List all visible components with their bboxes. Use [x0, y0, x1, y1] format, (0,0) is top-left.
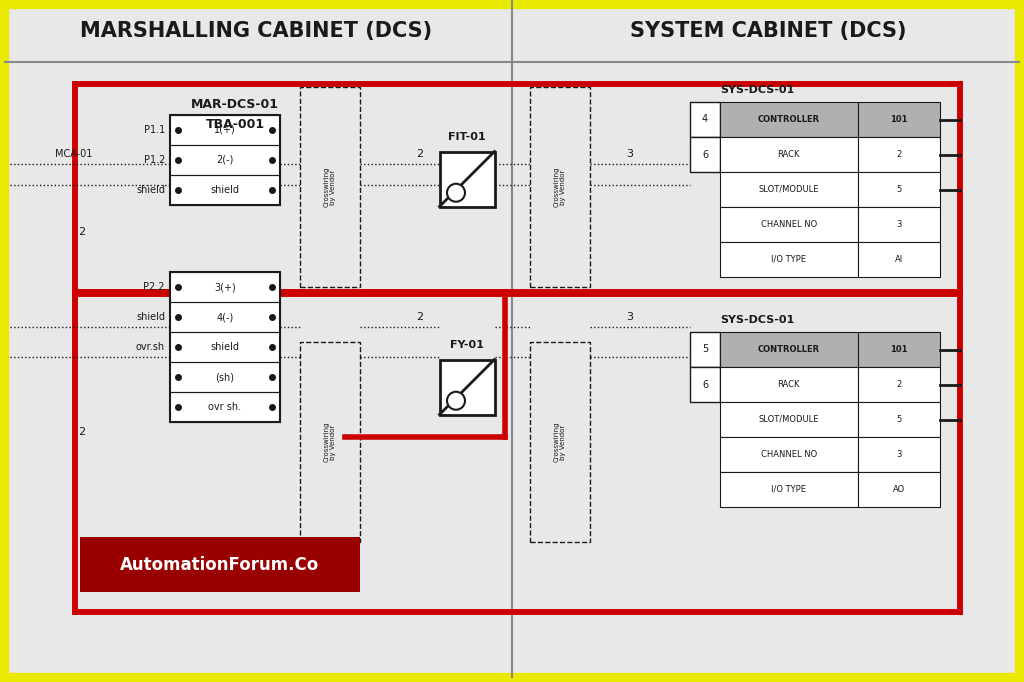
- Bar: [530, 87, 590, 287]
- Text: 2(-): 2(-): [216, 155, 233, 165]
- Text: ovr sh.: ovr sh.: [209, 402, 242, 412]
- Bar: [857, 207, 940, 242]
- Bar: [720, 402, 857, 437]
- Bar: [439, 151, 495, 207]
- Text: 3: 3: [896, 220, 901, 229]
- Text: SYS-DCS-01: SYS-DCS-01: [720, 315, 795, 325]
- Text: MCA-01: MCA-01: [55, 149, 92, 159]
- Text: P1.2: P1.2: [143, 155, 165, 165]
- Bar: [857, 437, 940, 472]
- Bar: [857, 367, 940, 402]
- Text: (sh): (sh): [215, 372, 234, 382]
- Bar: [720, 172, 857, 207]
- Text: FY-01: FY-01: [451, 340, 484, 351]
- Text: MAR-DCS-01: MAR-DCS-01: [191, 98, 279, 111]
- Text: Crosswiring
by Vendor: Crosswiring by Vendor: [554, 167, 566, 207]
- Text: I/O TYPE: I/O TYPE: [771, 485, 806, 494]
- Bar: [530, 342, 590, 542]
- Text: 3: 3: [627, 312, 634, 322]
- Text: CHANNEL NO: CHANNEL NO: [761, 220, 817, 229]
- Text: 6: 6: [701, 149, 708, 160]
- Text: RACK: RACK: [777, 380, 800, 389]
- Text: 2: 2: [417, 312, 424, 322]
- Text: I/O TYPE: I/O TYPE: [771, 255, 806, 264]
- Text: 3(+): 3(+): [214, 282, 236, 292]
- Text: Crosswiring
by Vendor: Crosswiring by Vendor: [554, 421, 566, 462]
- Bar: [300, 342, 360, 542]
- Text: shield: shield: [211, 342, 240, 352]
- Circle shape: [447, 183, 465, 202]
- Text: AutomationForum.Co: AutomationForum.Co: [121, 556, 319, 574]
- Text: 6: 6: [701, 379, 708, 389]
- Bar: [439, 359, 495, 415]
- Text: TBA-001: TBA-001: [206, 117, 264, 130]
- Bar: [720, 472, 857, 507]
- Text: 4(-): 4(-): [216, 312, 233, 322]
- Bar: [170, 272, 280, 422]
- Text: SYSTEM CABINET (DCS): SYSTEM CABINET (DCS): [630, 21, 906, 41]
- Bar: [857, 402, 940, 437]
- Text: shield: shield: [211, 185, 240, 195]
- Text: 3: 3: [896, 450, 901, 459]
- Text: ovr.sh: ovr.sh: [136, 342, 165, 352]
- Text: CONTROLLER: CONTROLLER: [758, 115, 820, 124]
- Text: 2: 2: [79, 227, 86, 237]
- Text: CHANNEL NO: CHANNEL NO: [761, 450, 817, 459]
- Bar: [720, 242, 857, 277]
- Text: 4: 4: [701, 115, 708, 125]
- Bar: [170, 115, 280, 205]
- Bar: [720, 367, 857, 402]
- Bar: [720, 102, 857, 137]
- Text: 2: 2: [79, 427, 86, 437]
- Bar: [857, 137, 940, 172]
- Text: RACK: RACK: [777, 150, 800, 159]
- Bar: [857, 172, 940, 207]
- Text: Crosswiring
by Vendor: Crosswiring by Vendor: [324, 167, 337, 207]
- Text: 2: 2: [417, 149, 424, 159]
- Text: 5: 5: [896, 415, 901, 424]
- Text: AI: AI: [895, 255, 903, 264]
- Bar: [720, 437, 857, 472]
- Bar: [857, 242, 940, 277]
- Text: 3: 3: [627, 149, 634, 159]
- Bar: [857, 472, 940, 507]
- Bar: [300, 87, 360, 287]
- Text: 101: 101: [890, 115, 907, 124]
- Text: MARSHALLING CABINET (DCS): MARSHALLING CABINET (DCS): [80, 21, 432, 41]
- Text: shield: shield: [136, 312, 165, 322]
- Text: 5: 5: [701, 344, 709, 355]
- Text: CONTROLLER: CONTROLLER: [758, 345, 820, 354]
- Text: AO: AO: [893, 485, 905, 494]
- Text: 101: 101: [890, 345, 907, 354]
- Text: 2: 2: [896, 150, 901, 159]
- Text: shield: shield: [136, 185, 165, 195]
- Text: 1(+): 1(+): [214, 125, 236, 135]
- Bar: [720, 207, 857, 242]
- Bar: [857, 332, 940, 367]
- Bar: [690, 137, 720, 172]
- Circle shape: [447, 391, 465, 410]
- Text: Crosswiring
by Vendor: Crosswiring by Vendor: [324, 421, 337, 462]
- Text: 2: 2: [896, 380, 901, 389]
- Text: P1.1: P1.1: [143, 125, 165, 135]
- Text: SYS-DCS-01: SYS-DCS-01: [720, 85, 795, 95]
- Bar: [690, 102, 720, 137]
- Bar: [690, 367, 720, 402]
- Bar: [80, 537, 360, 592]
- Text: SLOT/MODULE: SLOT/MODULE: [759, 185, 819, 194]
- Bar: [720, 332, 857, 367]
- Bar: [720, 137, 857, 172]
- Text: P2.2: P2.2: [143, 282, 165, 292]
- Text: 5: 5: [896, 185, 901, 194]
- Text: FIT-01: FIT-01: [449, 132, 485, 143]
- Bar: [857, 102, 940, 137]
- Bar: [690, 332, 720, 367]
- Text: SLOT/MODULE: SLOT/MODULE: [759, 415, 819, 424]
